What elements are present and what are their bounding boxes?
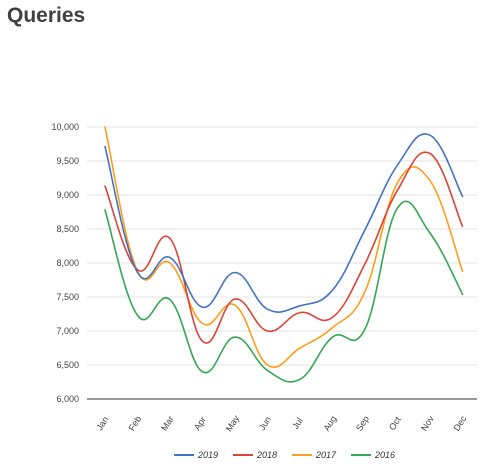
gridlines (87, 126, 477, 400)
y-tick-label: 6,500 (56, 360, 79, 370)
x-tick-label: Mar (159, 414, 176, 432)
legend-item-2017[interactable]: 2017 (292, 450, 337, 460)
legend-label: 2019 (197, 450, 218, 460)
page-title: Queries (7, 4, 86, 27)
x-tick-label: Jan (94, 415, 110, 433)
y-tick-label: 10,000 (51, 122, 79, 132)
x-tick-label: Jun (257, 415, 273, 433)
y-tick-label: 9,000 (56, 190, 79, 200)
x-tick-label: Feb (127, 414, 144, 432)
y-tick-label: 8,000 (56, 258, 79, 268)
x-tick-label: Aug (321, 414, 338, 433)
x-tick-label: Nov (419, 414, 436, 433)
legend-label: 2018 (256, 450, 277, 460)
y-tick-label: 7,000 (56, 326, 79, 336)
legend-item-2019[interactable]: 2019 (174, 450, 218, 460)
legend-item-2018[interactable]: 2018 (233, 450, 277, 460)
legend: 2019 2018 2017 2016 (174, 450, 395, 460)
series-line-2017 (104, 126, 464, 368)
legend-label: 2016 (374, 450, 395, 460)
series-lines (104, 126, 464, 383)
y-tick-label: 9,500 (56, 156, 79, 166)
y-tick-label: 6,000 (56, 394, 79, 404)
x-tick-label: Jul (290, 416, 305, 431)
series-line-2019 (104, 133, 464, 313)
x-tick-label: Apr (192, 415, 208, 432)
x-tick-label: May (224, 413, 242, 433)
x-tick-label: Dec (451, 414, 468, 433)
y-tick-label: 8,500 (56, 224, 79, 234)
y-tick-label: 7,500 (56, 292, 79, 302)
legend-label: 2017 (315, 450, 337, 460)
series-line-2016 (104, 200, 464, 383)
series-line-2018 (104, 151, 464, 344)
legend-item-2016[interactable]: 2016 (351, 450, 395, 460)
y-axis-tick-labels: 6,000 6,500 7,000 7,500 8,000 8,500 9,000 9,500… (51, 122, 79, 404)
x-axis-tick-labels: Jan Feb Mar Apr May Jun Jul Aug Sep Oct Nov Dec (94, 413, 468, 433)
x-tick-label: Sep (354, 414, 371, 433)
x-tick-label: Oct (387, 414, 403, 432)
